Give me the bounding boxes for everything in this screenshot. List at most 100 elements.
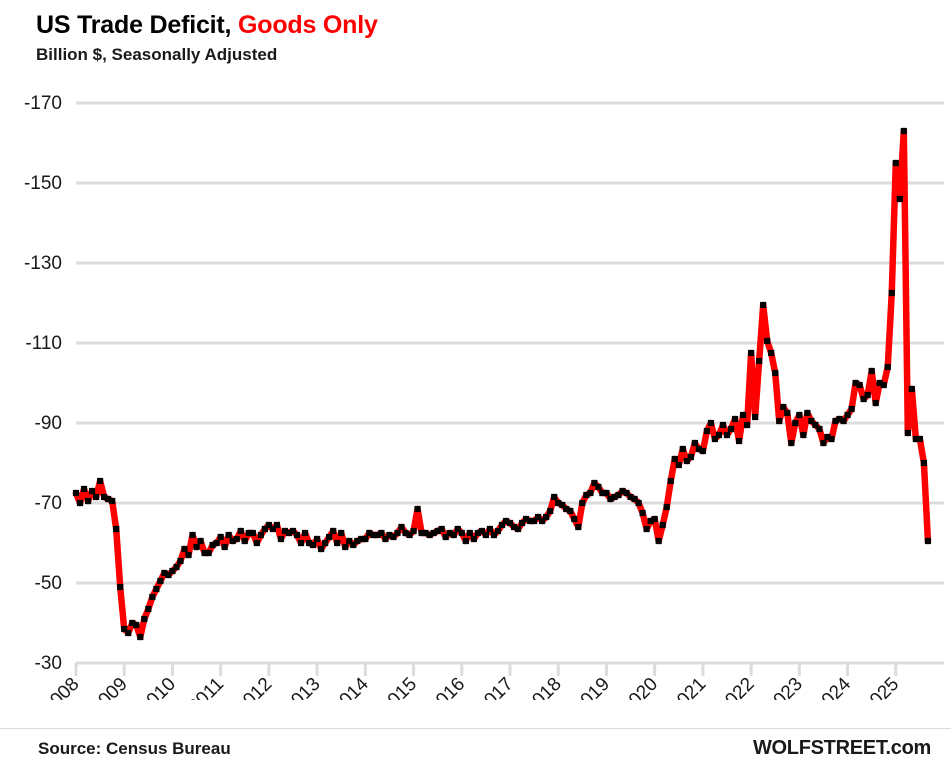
data-point-marker	[804, 409, 811, 417]
data-point-marker	[752, 413, 759, 421]
data-point-marker	[129, 619, 136, 627]
data-point-marker	[277, 535, 285, 543]
data-point-marker	[201, 549, 208, 557]
data-point-marker	[438, 525, 445, 533]
data-point-marker	[711, 435, 719, 443]
data-point-marker	[547, 507, 554, 515]
data-point-marker	[265, 521, 272, 529]
data-point-marker	[418, 529, 425, 537]
data-point-marker	[703, 427, 711, 435]
data-point-marker	[470, 535, 477, 543]
data-point-marker	[193, 543, 200, 551]
y-axis-tick-label: -50	[35, 573, 62, 594]
data-point-marker	[261, 525, 268, 533]
data-point-marker	[567, 507, 574, 515]
data-point-marker	[209, 541, 216, 549]
data-point-marker	[137, 633, 144, 641]
data-point-marker	[133, 621, 140, 629]
y-axis-tick-label: -110	[25, 333, 62, 354]
y-axis-tick-label: -90	[35, 413, 62, 434]
data-point-marker	[109, 497, 116, 505]
x-axis-tick-labels: 2008 2009 2010 2011 2012 2013 2014 2015 2016 2017…	[39, 673, 904, 700]
data-point-marker	[860, 395, 867, 403]
x-axis-tick-label: 2021	[666, 674, 711, 700]
data-point-marker	[760, 301, 767, 309]
data-point-marker	[800, 431, 807, 439]
data-point-marker	[334, 539, 341, 547]
data-point-marker	[314, 535, 321, 543]
x-axis-tick-label: 2013	[280, 674, 325, 700]
data-point-marker	[189, 531, 196, 539]
x-axis-tick-label: 2011	[184, 674, 228, 700]
data-point-marker	[896, 195, 903, 203]
data-point-marker	[619, 487, 626, 495]
data-point-marker	[828, 435, 835, 443]
data-point-marker	[173, 563, 180, 571]
data-point-marker	[607, 495, 614, 503]
data-point-markers	[72, 127, 932, 641]
data-point-marker	[884, 363, 891, 371]
data-point-marker	[743, 421, 751, 429]
data-point-marker	[338, 529, 345, 537]
data-point-marker	[478, 527, 485, 535]
data-point-marker	[510, 523, 518, 531]
data-point-marker	[318, 545, 325, 553]
data-point-marker	[543, 513, 550, 521]
page-title: US Trade Deficit, Goods Only	[36, 10, 836, 40]
data-point-marker	[309, 541, 317, 549]
data-point-marker	[671, 455, 678, 463]
data-point-marker	[101, 493, 108, 501]
data-point-marker	[659, 521, 666, 529]
data-point-marker	[603, 489, 610, 497]
data-point-marker	[836, 415, 843, 423]
data-point-marker	[426, 531, 433, 539]
plot-area: -170 -150 -130 -110 -90 -70 -50 -30 2008 2009 201…	[24, 93, 944, 700]
data-point-marker	[864, 391, 871, 399]
data-point-marker	[105, 495, 112, 503]
data-point-marker	[414, 505, 421, 513]
data-point-marker	[699, 447, 706, 455]
data-point-marker	[575, 523, 582, 531]
data-point-marker	[695, 445, 702, 453]
data-point-marker	[390, 533, 397, 541]
data-point-marker	[398, 523, 405, 531]
data-point-marker	[213, 539, 220, 547]
data-point-marker	[535, 513, 542, 521]
data-point-marker	[623, 489, 630, 497]
data-point-marker	[715, 431, 723, 439]
data-point-marker	[76, 499, 84, 507]
data-point-marker	[446, 529, 453, 537]
data-point-marker	[627, 493, 634, 501]
data-point-marker	[776, 417, 783, 425]
data-point-marker	[683, 457, 690, 465]
data-point-marker	[462, 537, 469, 545]
data-point-marker	[350, 541, 357, 549]
x-axis-tick-label: 2015	[376, 674, 421, 700]
data-point-marker	[514, 525, 522, 533]
title-main-text: US Trade Deficit,	[36, 11, 239, 39]
data-point-marker	[410, 527, 417, 535]
data-point-marker	[305, 539, 313, 547]
data-point-marker	[354, 537, 361, 545]
data-point-marker	[723, 431, 731, 439]
data-point-marker	[97, 477, 104, 485]
data-point-marker	[185, 551, 192, 559]
data-point-marker	[912, 435, 919, 443]
data-point-marker	[253, 539, 260, 547]
data-point-marker	[117, 583, 124, 591]
data-point-marker	[531, 517, 538, 525]
data-point-marker	[494, 527, 502, 535]
data-point-marker	[197, 537, 204, 545]
data-point-marker	[539, 517, 546, 525]
data-point-marker	[181, 545, 188, 553]
data-point-marker	[707, 419, 715, 427]
data-point-marker	[595, 483, 602, 491]
data-point-marker	[571, 515, 578, 523]
data-point-marker	[506, 519, 514, 527]
data-point-marker	[92, 493, 100, 501]
data-point-marker	[177, 557, 184, 565]
data-point-marker	[273, 521, 281, 529]
data-point-marker	[663, 503, 670, 511]
data-point-marker	[920, 459, 928, 467]
data-point-marker	[635, 499, 642, 507]
